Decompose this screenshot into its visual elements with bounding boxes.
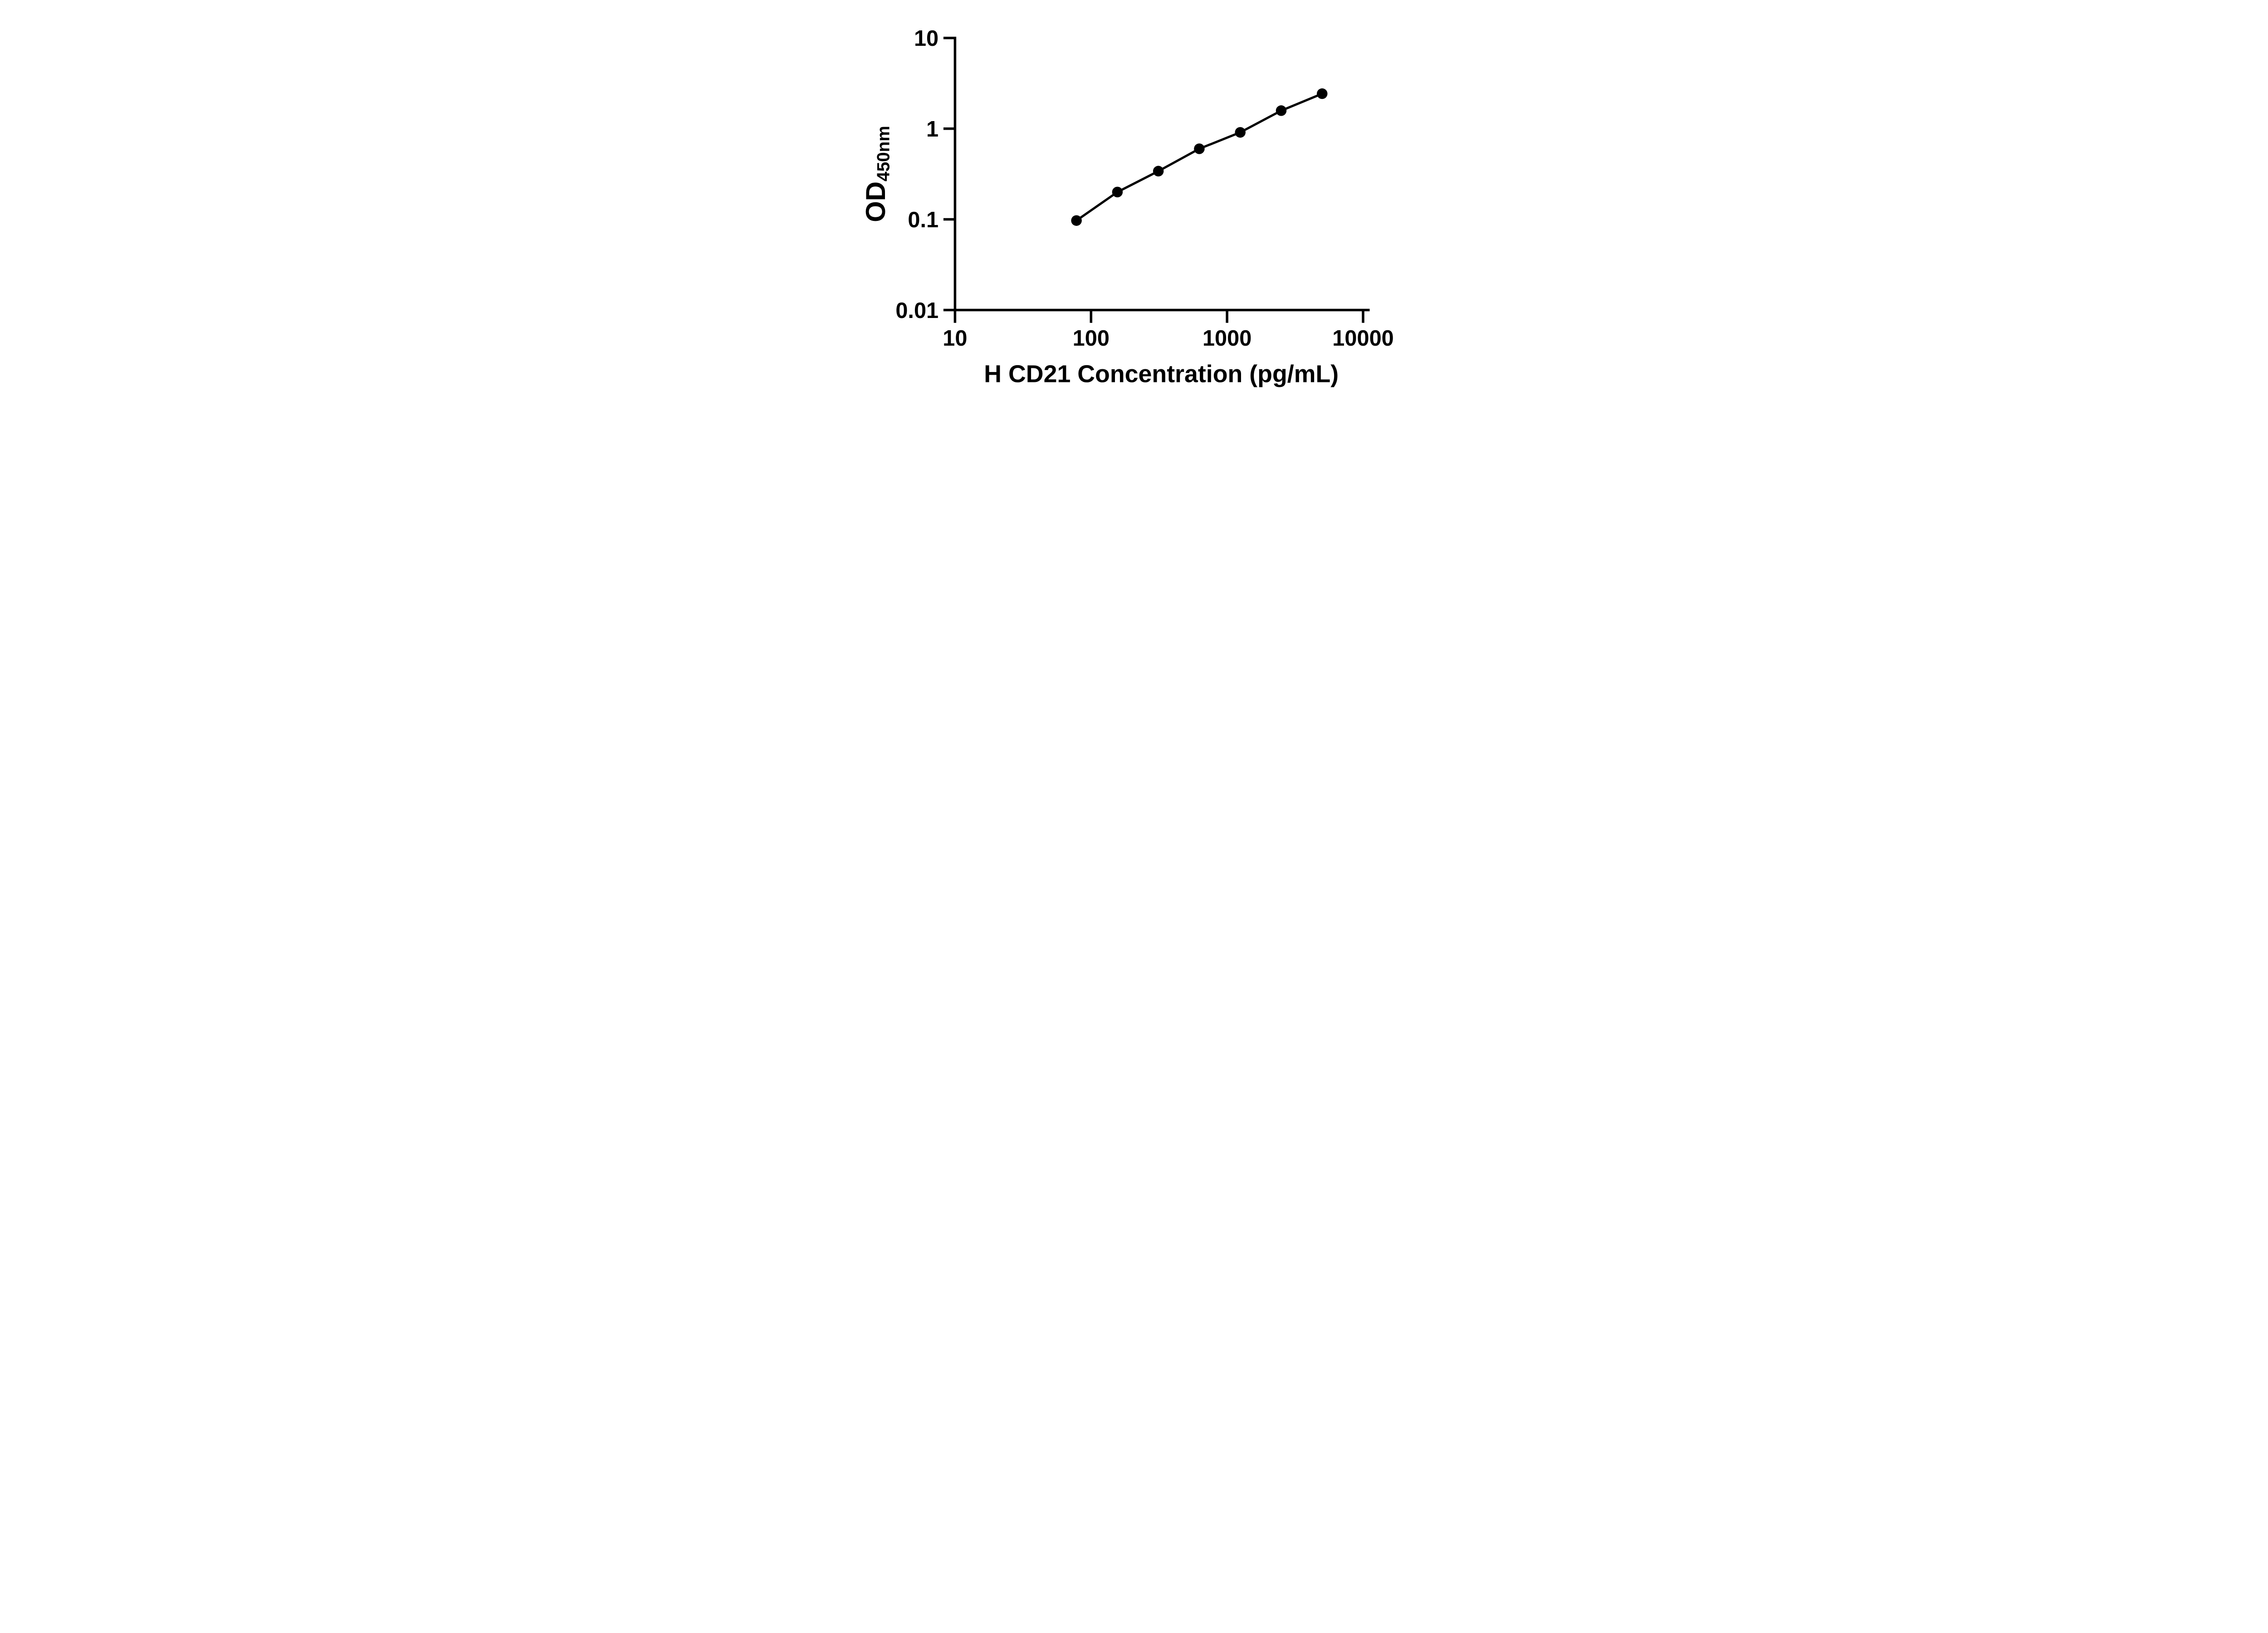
y-axis: 10 1 0.1 0.01 <box>895 26 956 323</box>
y-tick-label: 10 <box>914 26 938 51</box>
x-tick <box>1225 310 1228 323</box>
data-point <box>1316 88 1328 99</box>
y-tick <box>943 127 955 130</box>
x-tick-label: 10000 <box>1332 326 1393 351</box>
x-axis: 10 100 1000 10000 <box>943 308 1393 351</box>
y-tick-label: 0.01 <box>895 298 938 323</box>
x-axis-line <box>953 308 1370 312</box>
data-point <box>1193 143 1205 154</box>
y-tick <box>943 308 955 312</box>
elisa-standard-curve-figure: 10 100 1000 10000 10 1 0.1 0.01 H CD21 Concent… <box>842 0 1426 408</box>
y-tick <box>943 36 955 39</box>
x-tick-label: 100 <box>1072 326 1109 351</box>
data-point <box>1112 186 1123 198</box>
x-tick-label: 1000 <box>1202 326 1251 351</box>
y-tick-label: 1 <box>926 117 938 142</box>
data-point <box>1276 105 1286 116</box>
x-tick <box>1090 310 1092 323</box>
data-point <box>1234 127 1246 138</box>
x-tick <box>1361 310 1364 323</box>
y-axis-title: OD450nm <box>860 126 893 222</box>
data-series <box>1070 88 1328 226</box>
chart-canvas: 10 100 1000 10000 10 1 0.1 0.01 H CD21 Concent… <box>860 26 1393 388</box>
y-axis-line <box>953 36 956 312</box>
x-axis-title: H CD21 Concentration (pg/mL) <box>984 361 1339 388</box>
y-tick <box>943 218 955 221</box>
data-point <box>1070 215 1082 226</box>
y-axis-title-main: OD <box>860 181 890 222</box>
x-tick-label: 10 <box>943 326 967 351</box>
data-point <box>1153 166 1163 177</box>
y-tick-label: 0.1 <box>908 208 938 232</box>
x-tick <box>953 310 956 323</box>
y-axis-title-subscript: 450nm <box>874 126 893 181</box>
